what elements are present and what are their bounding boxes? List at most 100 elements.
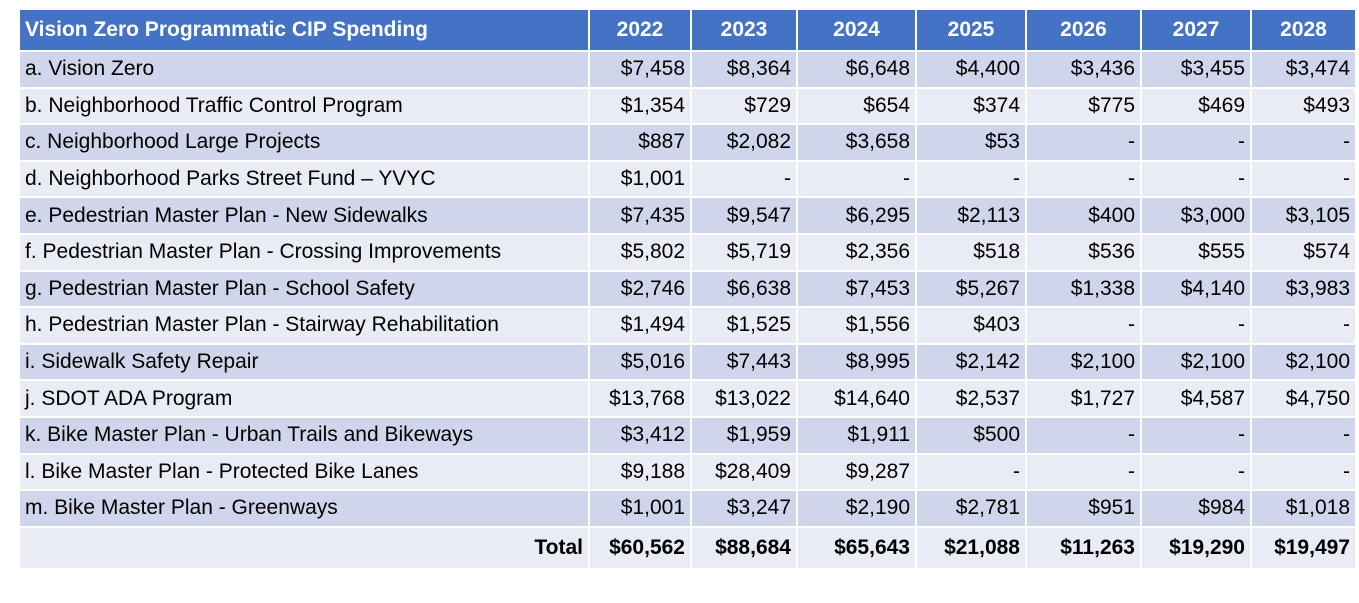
amount-cell: $729 xyxy=(690,86,798,126)
data-row: d. Neighborhood Parks Street Fund – YVYC… xyxy=(18,159,1357,199)
total-amount: $11,263 xyxy=(1025,525,1142,570)
amount-cell: $1,494 xyxy=(588,306,692,345)
amount-cell: $1,727 xyxy=(1025,379,1142,418)
total-amount: $21,088 xyxy=(915,525,1027,570)
amount-cell: - xyxy=(1025,415,1142,455)
amount-cell: $2,113 xyxy=(915,196,1027,235)
amount-cell: $3,658 xyxy=(796,123,917,162)
year-header: 2024 xyxy=(796,8,917,52)
amount-cell: $2,082 xyxy=(690,123,798,162)
total-amount: $19,497 xyxy=(1250,525,1357,570)
amount-cell: $3,474 xyxy=(1250,50,1357,89)
amount-cell: $374 xyxy=(915,86,1027,126)
year-header: 2026 xyxy=(1025,8,1142,52)
amount-cell: $1,354 xyxy=(588,86,692,126)
amount-cell: $5,719 xyxy=(690,232,798,272)
amount-cell: $2,142 xyxy=(915,342,1027,382)
amount-cell: $7,458 xyxy=(588,50,692,89)
program-label: l. Bike Master Plan - Protected Bike Lan… xyxy=(18,452,590,492)
program-label: j. SDOT ADA Program xyxy=(18,379,590,418)
amount-cell: $574 xyxy=(1250,232,1357,272)
amount-cell: $2,356 xyxy=(796,232,917,272)
amount-cell: - xyxy=(1140,123,1252,162)
data-row: m. Bike Master Plan - Greenways $1,001 $3,… xyxy=(18,489,1357,528)
total-label: Total xyxy=(18,525,590,570)
table-title: Vision Zero Programmatic CIP Spending xyxy=(18,8,590,52)
program-label: e. Pedestrian Master Plan - New Sidewalk… xyxy=(18,196,590,235)
amount-cell: $28,409 xyxy=(690,452,798,492)
program-label: i. Sidewalk Safety Repair xyxy=(18,342,590,382)
amount-cell: $9,287 xyxy=(796,452,917,492)
amount-cell: $1,911 xyxy=(796,415,917,455)
amount-cell: $2,100 xyxy=(1025,342,1142,382)
amount-cell: $775 xyxy=(1025,86,1142,126)
amount-cell: $500 xyxy=(915,415,1027,455)
amount-cell: $403 xyxy=(915,306,1027,345)
amount-cell: $1,525 xyxy=(690,306,798,345)
data-row: c. Neighborhood Large Projects $887 $2,082… xyxy=(18,123,1357,162)
amount-cell: $1,556 xyxy=(796,306,917,345)
amount-cell: $3,105 xyxy=(1250,196,1357,235)
amount-cell: $4,140 xyxy=(1140,269,1252,309)
amount-cell: $7,453 xyxy=(796,269,917,309)
amount-cell: $8,364 xyxy=(690,50,798,89)
amount-cell: $3,436 xyxy=(1025,50,1142,89)
amount-cell: $1,018 xyxy=(1250,489,1357,528)
total-amount: $19,290 xyxy=(1140,525,1252,570)
amount-cell: $3,983 xyxy=(1250,269,1357,309)
amount-cell: - xyxy=(1025,159,1142,199)
amount-cell: $5,016 xyxy=(588,342,692,382)
amount-cell: - xyxy=(915,159,1027,199)
amount-cell: $7,443 xyxy=(690,342,798,382)
data-row: f. Pedestrian Master Plan - Crossing Imp… xyxy=(18,232,1357,272)
amount-cell: - xyxy=(1250,452,1357,492)
amount-cell: $400 xyxy=(1025,196,1142,235)
amount-cell: $984 xyxy=(1140,489,1252,528)
amount-cell: - xyxy=(1140,452,1252,492)
amount-cell: $1,001 xyxy=(588,159,692,199)
amount-cell: $1,001 xyxy=(588,489,692,528)
data-row: e. Pedestrian Master Plan - New Sidewalk… xyxy=(18,196,1357,235)
amount-cell: $6,295 xyxy=(796,196,917,235)
amount-cell: $1,338 xyxy=(1025,269,1142,309)
amount-cell: - xyxy=(1250,123,1357,162)
amount-cell: $7,435 xyxy=(588,196,692,235)
total-amount: $88,684 xyxy=(690,525,798,570)
year-header: 2022 xyxy=(588,8,692,52)
data-row: b. Neighborhood Traffic Control Program $… xyxy=(18,86,1357,126)
amount-cell: - xyxy=(1250,159,1357,199)
amount-cell: $4,587 xyxy=(1140,379,1252,418)
year-header: 2025 xyxy=(915,8,1027,52)
amount-cell: $2,190 xyxy=(796,489,917,528)
program-label: f. Pedestrian Master Plan - Crossing Imp… xyxy=(18,232,590,272)
amount-cell: $2,781 xyxy=(915,489,1027,528)
table-body: a. Vision Zero $7,458 $8,364 $6,648 $4,400 $3… xyxy=(18,50,1357,570)
amount-cell: $3,247 xyxy=(690,489,798,528)
amount-cell: $4,400 xyxy=(915,50,1027,89)
amount-cell: $6,648 xyxy=(796,50,917,89)
program-label: m. Bike Master Plan - Greenways xyxy=(18,489,590,528)
amount-cell: $887 xyxy=(588,123,692,162)
amount-cell: $13,022 xyxy=(690,379,798,418)
table-header: Vision Zero Programmatic CIP Spending 202… xyxy=(18,8,1357,52)
program-label: a. Vision Zero xyxy=(18,50,590,89)
total-row: Total $60,562 $88,684 $65,643 $21,088 $11,263… xyxy=(18,525,1357,570)
amount-cell: $951 xyxy=(1025,489,1142,528)
amount-cell: $3,000 xyxy=(1140,196,1252,235)
program-label: k. Bike Master Plan - Urban Trails and B… xyxy=(18,415,590,455)
amount-cell: - xyxy=(915,452,1027,492)
year-header: 2027 xyxy=(1140,8,1252,52)
amount-cell: $536 xyxy=(1025,232,1142,272)
amount-cell: - xyxy=(1250,415,1357,455)
total-amount: $65,643 xyxy=(796,525,917,570)
amount-cell: - xyxy=(1025,452,1142,492)
program-label: c. Neighborhood Large Projects xyxy=(18,123,590,162)
spending-table: Vision Zero Programmatic CIP Spending 202… xyxy=(18,8,1357,570)
amount-cell: $8,995 xyxy=(796,342,917,382)
program-label: g. Pedestrian Master Plan - School Safet… xyxy=(18,269,590,309)
amount-cell: $53 xyxy=(915,123,1027,162)
program-label: d. Neighborhood Parks Street Fund – YVYC xyxy=(18,159,590,199)
program-label: h. Pedestrian Master Plan - Stairway Reh… xyxy=(18,306,590,345)
amount-cell: $2,100 xyxy=(1140,342,1252,382)
